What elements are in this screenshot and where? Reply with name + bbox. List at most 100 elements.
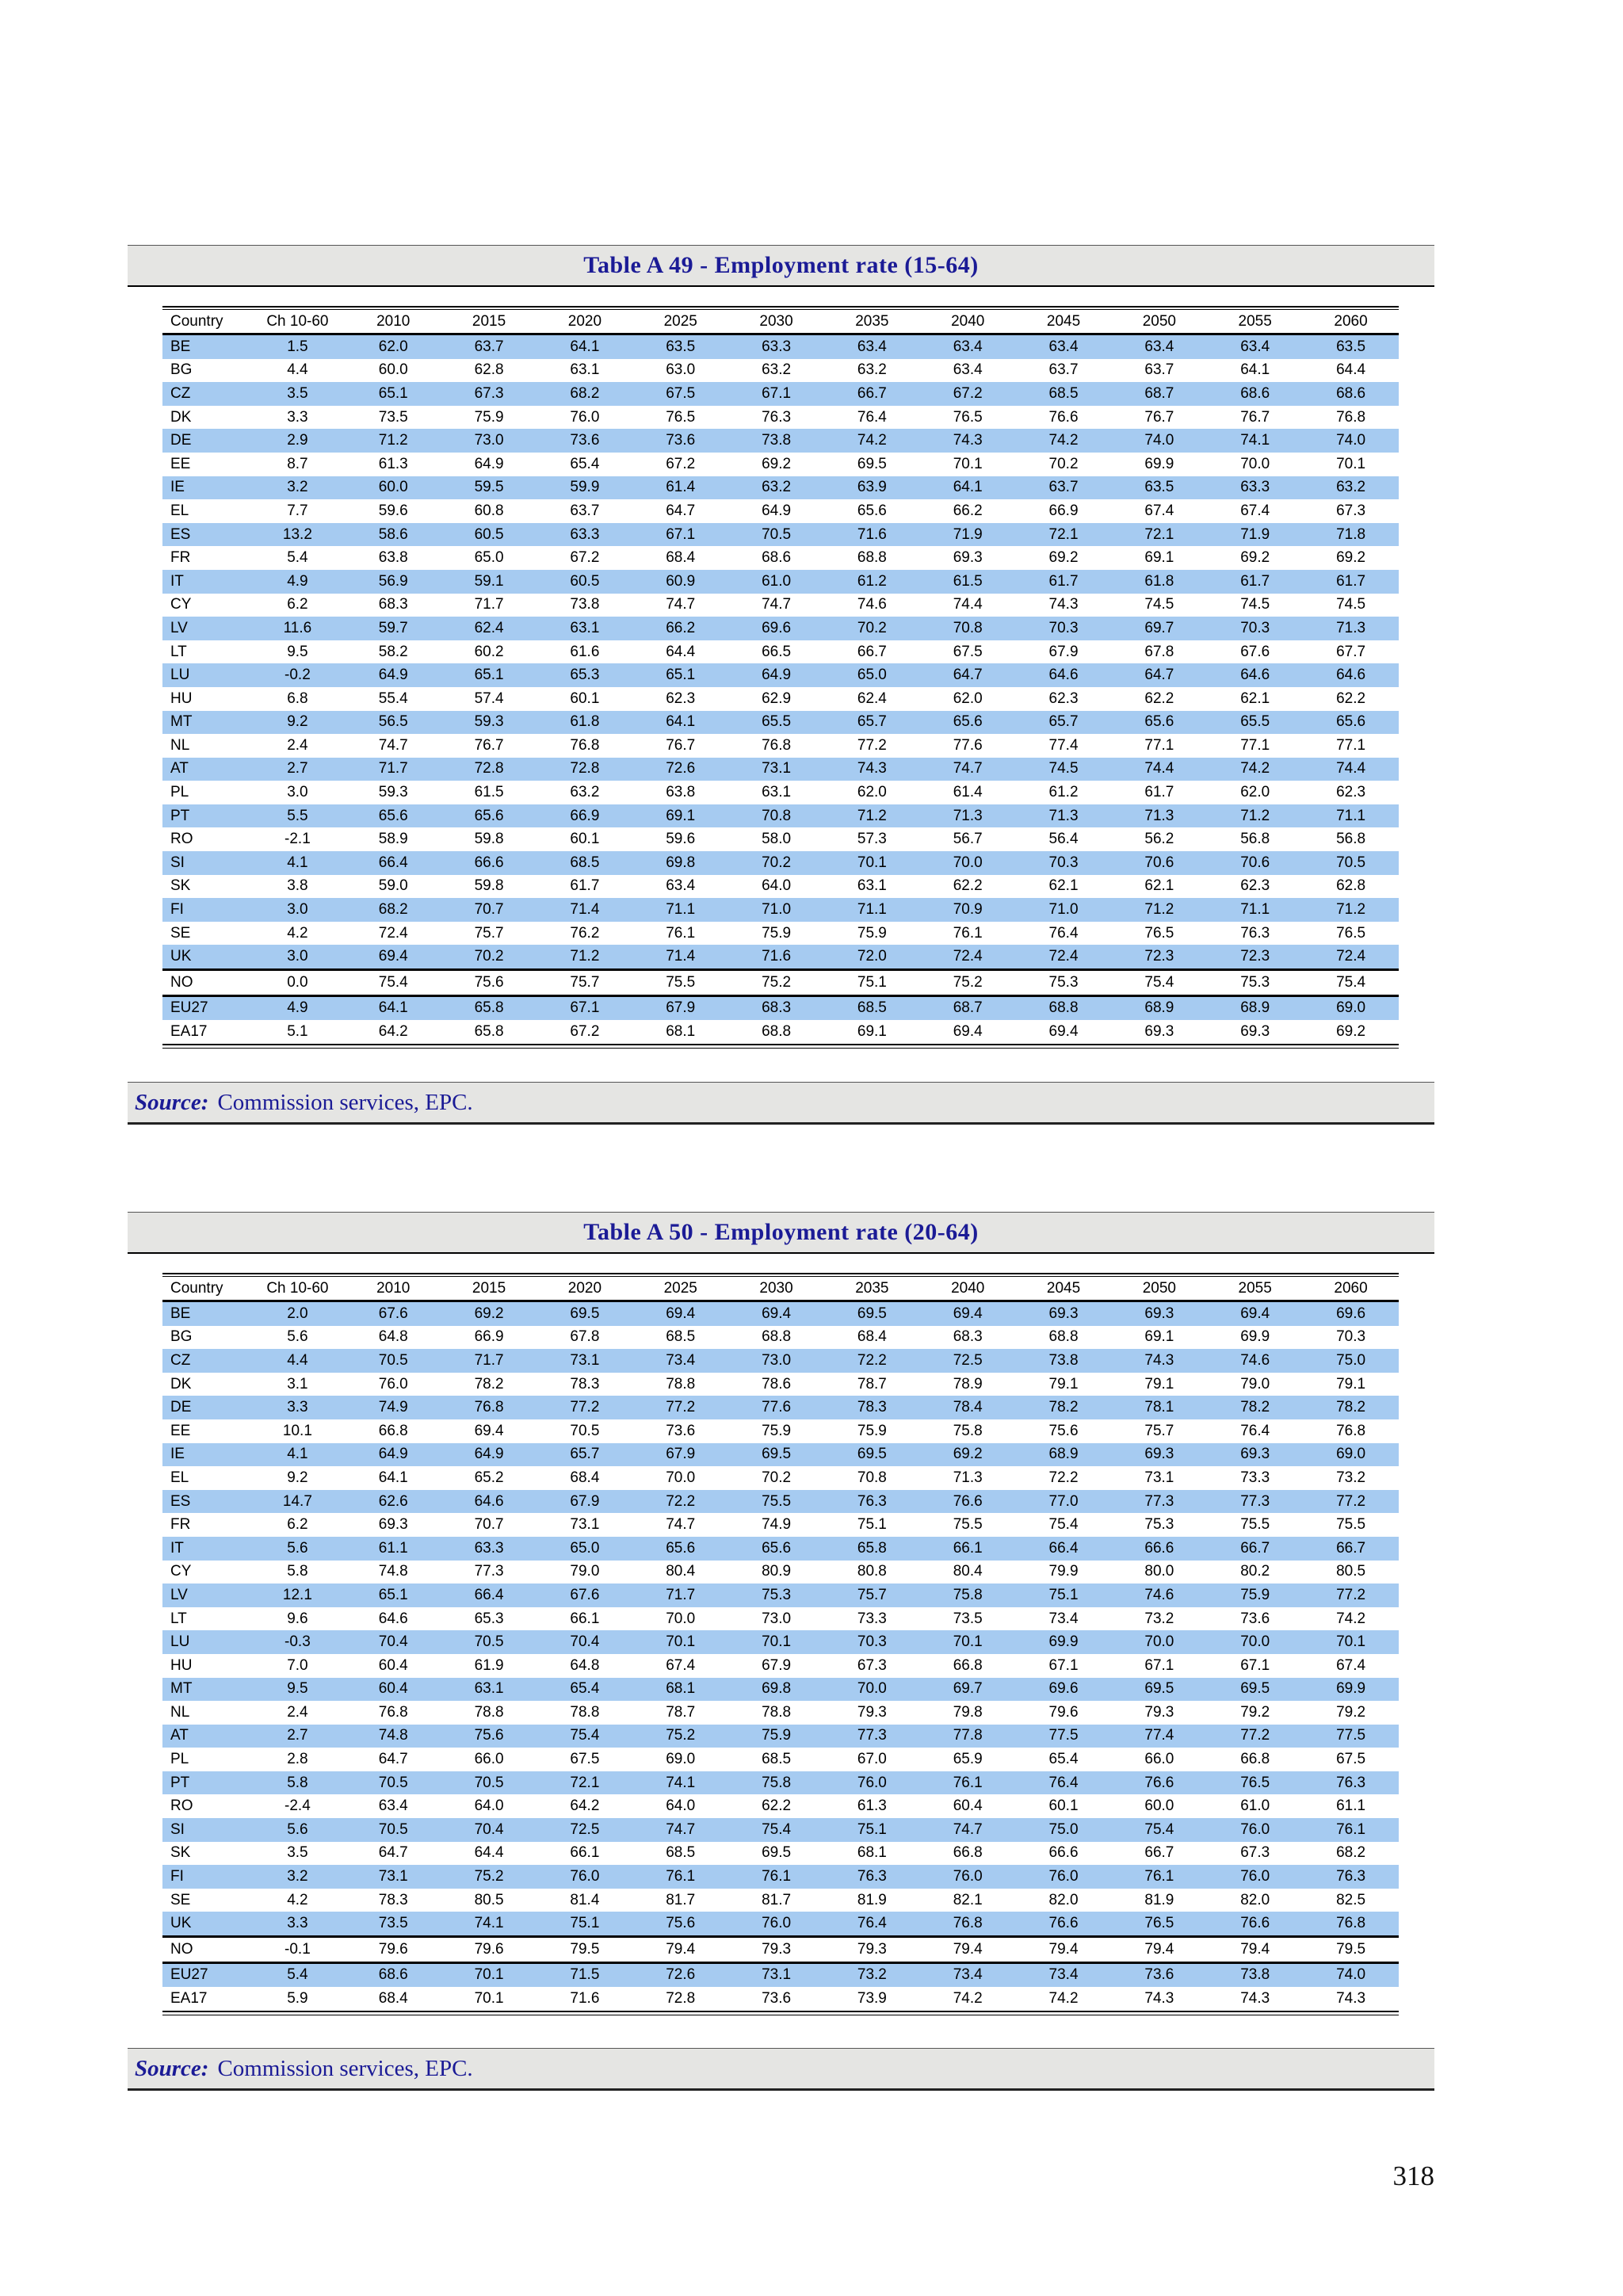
column-header: 2050 [1111, 1276, 1208, 1302]
value-cell: 61.2 [1048, 784, 1079, 801]
value-cell: 74.2 [1240, 760, 1270, 777]
table-row: EA17 5.1 64.2 65.8 67.2 68.1 68.8 69.1 69.4 69.4 6… [162, 1020, 1399, 1045]
value-cell: 77.3 [474, 1563, 504, 1580]
column-header: 2020 [537, 309, 633, 335]
column-header: Ch 10-60 [250, 309, 346, 335]
value-cell: 63.0 [666, 361, 696, 379]
value-cell: 65.7 [570, 1446, 600, 1463]
value-cell: 64.4 [1336, 361, 1366, 379]
source-label: Source: [135, 1089, 209, 1115]
value-cell: 76.4 [1048, 1774, 1079, 1791]
value-cell: 70.1 [1336, 1633, 1366, 1651]
value-cell: 70.1 [857, 854, 887, 871]
table-row: RO -2.1 58.9 59.8 60.1 59.6 58.0 57.3 56.7 56.4 56… [162, 827, 1399, 851]
value-cell: 75.2 [728, 968, 824, 996]
table-row: SK 3.5 64.7 64.4 66.1 68.5 69.5 68.1 66.8 66.6 66.… [162, 1842, 1399, 1866]
value-cell: 70.8 [857, 1469, 887, 1486]
value-cell: 63.5 [666, 338, 696, 355]
table-row: DK 3.1 76.0 78.2 78.3 78.8 78.6 78.7 78.9 79.1 79.… [162, 1373, 1399, 1396]
value-cell: 56.2 [1144, 831, 1174, 848]
value-cell: 73.2 [823, 1961, 920, 1988]
value-cell: 65.6 [666, 1539, 696, 1557]
value-cell: 69.5 [857, 455, 887, 472]
value-cell: 67.4 [666, 1656, 696, 1674]
value-cell: 64.0 [762, 877, 792, 895]
value-cell: 74.6 [857, 596, 887, 613]
value-cell: 14.7 [282, 1492, 312, 1510]
table-row: LU -0.3 70.4 70.5 70.4 70.1 70.1 70.3 70.1 69.9 70… [162, 1630, 1399, 1654]
value-cell: 68.2 [570, 384, 600, 402]
value-cell: 64.9 [474, 1446, 504, 1463]
value-cell: 70.0 [1240, 455, 1270, 472]
value-cell: 64.7 [1144, 667, 1174, 684]
value-cell: 70.3 [857, 1633, 887, 1651]
value-cell: 6.8 [287, 690, 308, 707]
value-cell: 70.0 [666, 1610, 696, 1627]
value-cell: 60.4 [378, 1680, 408, 1698]
column-header: 2010 [345, 1276, 441, 1302]
country-cell: SK [170, 877, 191, 895]
value-cell: 69.2 [1048, 549, 1079, 567]
value-cell: 74.7 [953, 1820, 983, 1838]
value-cell: 69.5 [762, 1446, 792, 1463]
value-cell: 72.8 [666, 1990, 696, 2008]
value-cell: 64.7 [666, 502, 696, 519]
value-cell: 70.2 [474, 948, 504, 965]
value-cell: 66.9 [570, 807, 600, 824]
value-cell: 9.5 [287, 643, 308, 660]
value-cell: 68.8 [857, 549, 887, 567]
value-cell: 76.8 [953, 1915, 983, 1932]
value-cell: 74.2 [1048, 1990, 1079, 2008]
country-cell: LU [170, 667, 190, 684]
value-cell: 73.8 [1207, 1961, 1304, 1988]
value-cell: 75.4 [1303, 968, 1399, 996]
value-cell: 64.9 [762, 667, 792, 684]
value-cell: 74.0 [1303, 1961, 1399, 1988]
value-cell: 75.4 [345, 968, 441, 996]
value-cell: 75.7 [474, 924, 504, 942]
table-a49-source-bar: Source: Commission services, EPC. [128, 1082, 1434, 1125]
country-cell: ES [170, 525, 191, 543]
table-a49: Country Ch 10-60 2010 2015 2020 2025 2030 2035 2… [162, 306, 1399, 1049]
table-row: RO -2.4 63.4 64.0 64.2 64.0 62.2 61.3 60.4 60.1 60… [162, 1794, 1399, 1818]
value-cell: 81.9 [1144, 1891, 1174, 1908]
value-cell: 75.1 [823, 968, 920, 996]
value-cell: 61.1 [378, 1539, 408, 1557]
column-header: Country [162, 309, 250, 335]
value-cell: 60.2 [474, 643, 504, 660]
country-cell: DE [170, 432, 192, 449]
value-cell: 78.9 [953, 1375, 983, 1392]
value-cell: 70.1 [666, 1633, 696, 1651]
value-cell: 69.2 [762, 455, 792, 472]
value-cell: 68.3 [378, 596, 408, 613]
value-cell: 63.3 [1240, 479, 1270, 496]
value-cell: 69.7 [1144, 619, 1174, 636]
value-cell: 64.2 [570, 1797, 600, 1815]
value-cell: 79.5 [537, 1935, 633, 1963]
value-cell: 75.0 [1048, 1820, 1079, 1838]
value-cell: 69.4 [666, 1305, 696, 1322]
value-cell: 76.6 [1240, 1915, 1270, 1932]
value-cell: 64.9 [378, 1446, 408, 1463]
value-cell: 60.8 [474, 502, 504, 519]
value-cell: 68.8 [762, 1328, 792, 1346]
value-cell: 67.1 [666, 525, 696, 543]
value-cell: 11.6 [283, 619, 312, 636]
value-cell: 70.2 [1048, 455, 1079, 472]
table-row: UK 3.3 73.5 74.1 75.1 75.6 76.0 76.4 76.8 76.6 76.… [162, 1912, 1399, 1937]
value-cell: 69.5 [1240, 1680, 1270, 1698]
value-cell: 61.4 [953, 784, 983, 801]
country-cell: PT [170, 807, 190, 824]
value-cell: 7.0 [287, 1656, 308, 1674]
value-cell: 65.7 [857, 713, 887, 731]
value-cell: 71.2 [570, 948, 600, 965]
value-cell: 69.3 [1144, 1446, 1174, 1463]
value-cell: 78.3 [378, 1891, 408, 1908]
value-cell: 67.4 [1336, 1656, 1366, 1674]
value-cell: 69.3 [1144, 1305, 1174, 1322]
value-cell: 65.1 [378, 1586, 408, 1603]
value-cell: 59.8 [474, 831, 504, 848]
value-cell: 73.0 [474, 432, 504, 449]
value-cell: 76.3 [762, 408, 792, 426]
value-cell: 67.2 [666, 455, 696, 472]
